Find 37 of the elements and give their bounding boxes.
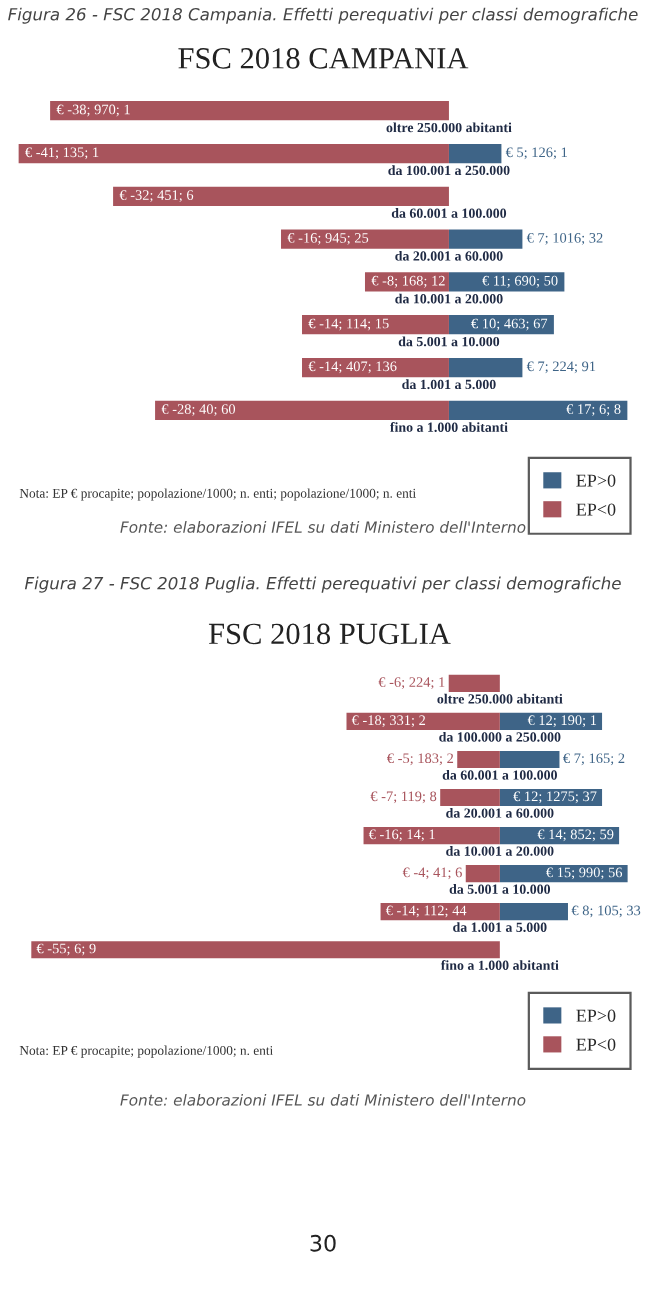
bar — [50, 101, 449, 121]
bar — [499, 788, 603, 807]
legend-label: EP<0 — [576, 1038, 616, 1051]
chart-title: FSC 2018 CAMPANIA — [178, 48, 469, 69]
bar — [457, 750, 500, 769]
bar — [499, 827, 620, 845]
bar — [155, 400, 449, 420]
bar — [364, 272, 449, 292]
bar — [346, 712, 500, 730]
legend-label: EP>0 — [576, 474, 616, 487]
bar — [113, 186, 449, 206]
bar — [448, 357, 523, 378]
bar — [448, 272, 565, 292]
text: 30 — [310, 1234, 336, 1252]
bar — [18, 143, 449, 164]
bar — [499, 903, 568, 921]
bar — [380, 903, 500, 921]
bar — [302, 315, 449, 335]
text: Figura 27 - FSC 2018 Puglia. Effetti perequativi per classi demografiche — [24, 576, 621, 593]
bar — [448, 674, 500, 692]
bar — [302, 357, 449, 378]
bar — [440, 788, 500, 807]
bar — [31, 941, 500, 959]
legend-label: EP<0 — [576, 503, 616, 516]
bar — [465, 865, 500, 883]
bar — [448, 315, 554, 335]
bar — [448, 400, 628, 420]
bar — [499, 712, 603, 730]
bar — [448, 229, 523, 249]
chart-title: FSC 2018 PUGLIA — [208, 623, 451, 645]
bar — [499, 750, 560, 769]
bar — [281, 229, 449, 249]
bar — [499, 865, 628, 883]
bar — [448, 143, 502, 164]
legend-label: EP>0 — [576, 1009, 616, 1022]
text: Figura 26 - FSC 2018 Campania. Effetti perequativi per classi demografiche — [8, 7, 638, 24]
bar — [363, 827, 500, 845]
